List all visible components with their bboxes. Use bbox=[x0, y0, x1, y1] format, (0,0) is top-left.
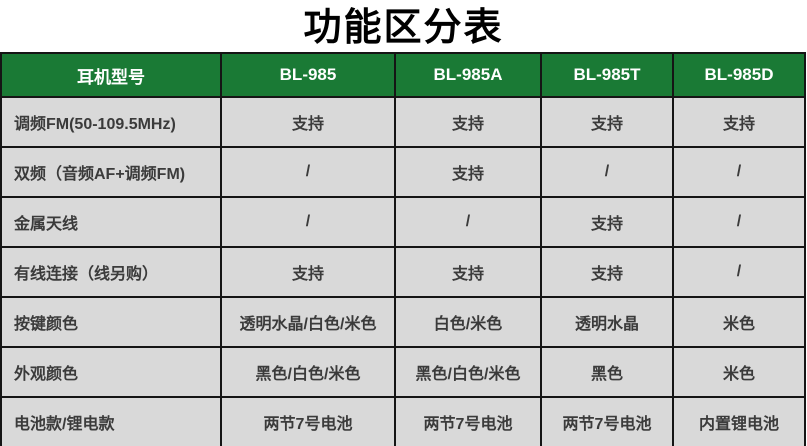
header-cell-bl985t: BL-985T bbox=[540, 52, 674, 98]
row-label: 电池款/锂电款 bbox=[0, 396, 222, 446]
cell-value: 支持 bbox=[220, 246, 396, 298]
header-cell-bl985a: BL-985A bbox=[394, 52, 542, 98]
cell-value: 两节7号电池 bbox=[220, 396, 396, 446]
header-cell-bl985: BL-985 bbox=[220, 52, 396, 98]
table-row-dualband: 双频（音频AF+调频FM) / 支持 / / bbox=[0, 146, 806, 198]
header-cell-bl985d: BL-985D bbox=[672, 52, 806, 98]
table-row-antenna: 金属天线 / / 支持 / bbox=[0, 196, 806, 248]
cell-value: / bbox=[220, 146, 396, 198]
cell-value: 黑色 bbox=[540, 346, 674, 398]
table-row-fm: 调频FM(50-109.5MHz) 支持 支持 支持 支持 bbox=[0, 96, 806, 148]
table-row-body-color: 外观颜色 黑色/白色/米色 黑色/白色/米色 黑色 米色 bbox=[0, 346, 806, 398]
cell-value: 透明水晶 bbox=[540, 296, 674, 348]
row-label: 外观颜色 bbox=[0, 346, 222, 398]
table-row-button-color: 按键颜色 透明水晶/白色/米色 白色/米色 透明水晶 米色 bbox=[0, 296, 806, 348]
cell-value: / bbox=[672, 146, 806, 198]
cell-value: 支持 bbox=[672, 96, 806, 148]
cell-value: 透明水晶/白色/米色 bbox=[220, 296, 396, 348]
spec-comparison-table: 耳机型号 BL-985 BL-985A BL-985T BL-985D 调频FM… bbox=[0, 52, 806, 446]
cell-value: 支持 bbox=[394, 246, 542, 298]
cell-value: 白色/米色 bbox=[394, 296, 542, 348]
cell-value: 支持 bbox=[540, 96, 674, 148]
cell-value: 内置锂电池 bbox=[672, 396, 806, 446]
cell-value: 米色 bbox=[672, 346, 806, 398]
cell-value: 支持 bbox=[540, 196, 674, 248]
cell-value: 支持 bbox=[220, 96, 396, 148]
cell-value: 米色 bbox=[672, 296, 806, 348]
cell-value: 支持 bbox=[540, 246, 674, 298]
cell-value: / bbox=[220, 196, 396, 248]
table-row-battery: 电池款/锂电款 两节7号电池 两节7号电池 两节7号电池 内置锂电池 bbox=[0, 396, 806, 446]
cell-value: 黑色/白色/米色 bbox=[394, 346, 542, 398]
cell-value: / bbox=[672, 246, 806, 298]
cell-value: / bbox=[672, 196, 806, 248]
row-label: 调频FM(50-109.5MHz) bbox=[0, 96, 222, 148]
cell-value: 两节7号电池 bbox=[540, 396, 674, 446]
page-title: 功能区分表 bbox=[303, 4, 504, 49]
title-bar: 功能区分表 bbox=[0, 0, 807, 52]
cell-value: 黑色/白色/米色 bbox=[220, 346, 396, 398]
header-cell-model: 耳机型号 bbox=[0, 52, 222, 98]
cell-value: / bbox=[394, 196, 542, 248]
table-header-row: 耳机型号 BL-985 BL-985A BL-985T BL-985D bbox=[0, 52, 806, 98]
row-label: 双频（音频AF+调频FM) bbox=[0, 146, 222, 198]
cell-value: / bbox=[540, 146, 674, 198]
row-label: 金属天线 bbox=[0, 196, 222, 248]
cell-value: 支持 bbox=[394, 96, 542, 148]
row-label: 按键颜色 bbox=[0, 296, 222, 348]
cell-value: 支持 bbox=[394, 146, 542, 198]
cell-value: 两节7号电池 bbox=[394, 396, 542, 446]
table-row-wired: 有线连接（线另购） 支持 支持 支持 / bbox=[0, 246, 806, 298]
row-label: 有线连接（线另购） bbox=[0, 246, 222, 298]
